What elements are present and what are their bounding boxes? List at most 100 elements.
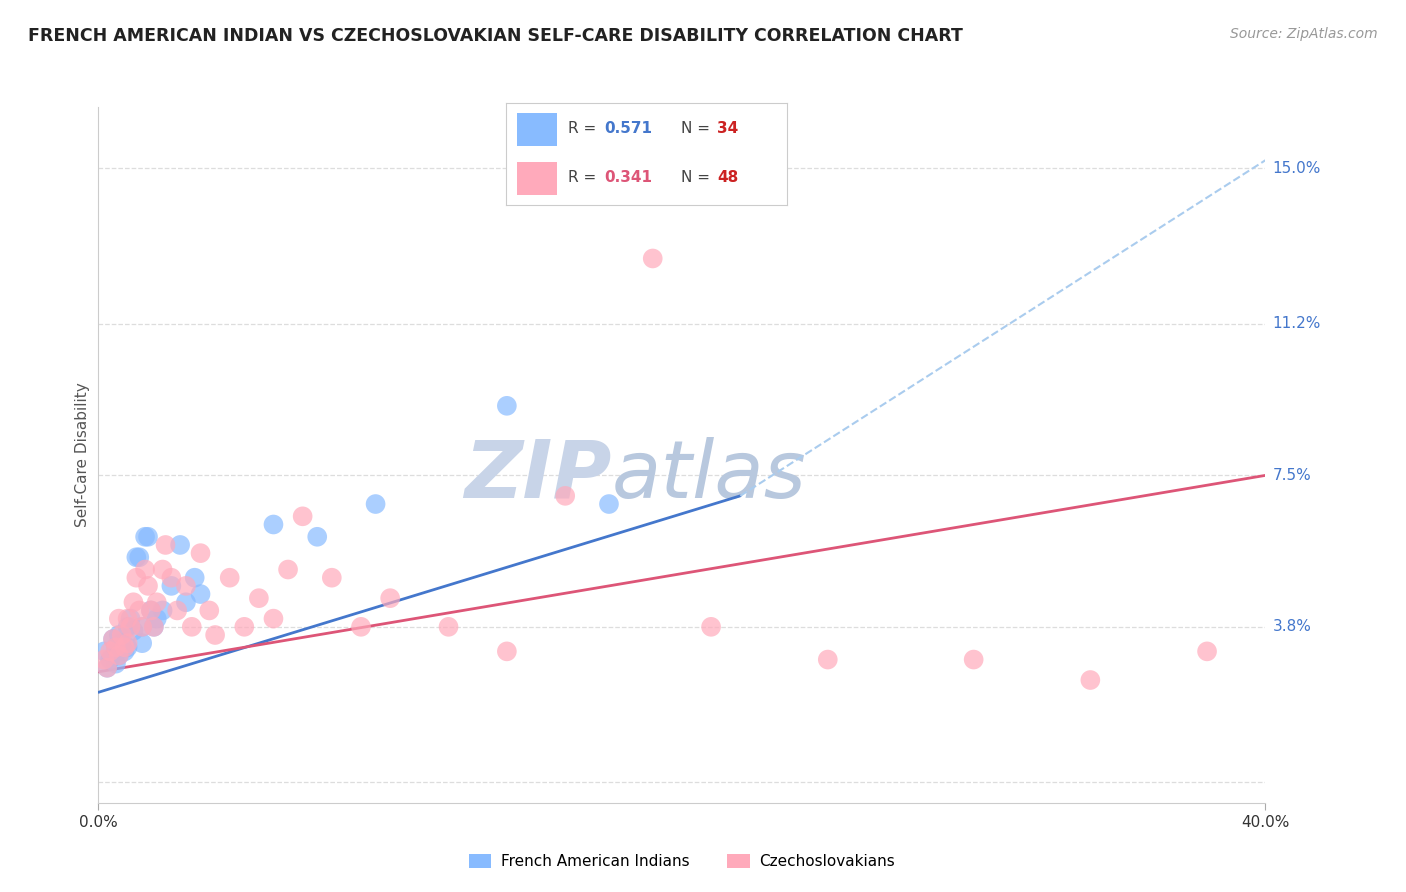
Point [142, 620, 165, 634]
Point [117, 640, 139, 655]
Point [378, 591, 402, 606]
Point [93, 644, 115, 658]
Text: 34: 34 [717, 121, 738, 136]
Point [350, 620, 373, 634]
Point [174, 579, 197, 593]
Point [190, 587, 212, 601]
Point [183, 571, 205, 585]
Point [962, 652, 984, 666]
Point [277, 562, 299, 576]
Point [134, 530, 156, 544]
Point [120, 620, 142, 634]
Text: R =: R = [568, 121, 602, 136]
Point [104, 640, 127, 655]
Point [101, 632, 124, 646]
Point [174, 595, 197, 609]
Point [139, 603, 162, 617]
Point [233, 620, 256, 634]
Point [104, 640, 127, 655]
Text: 15.0%: 15.0% [1272, 161, 1320, 176]
Point [160, 571, 183, 585]
Point [108, 648, 131, 663]
Point [131, 636, 153, 650]
Point [139, 603, 162, 617]
Point [93, 652, 115, 666]
Point [291, 509, 314, 524]
Point [120, 612, 142, 626]
Point [204, 628, 226, 642]
Point [101, 632, 124, 646]
Point [160, 579, 183, 593]
Point [136, 579, 159, 593]
Point [166, 603, 188, 617]
Point [96, 661, 118, 675]
Point [598, 497, 620, 511]
Point [117, 620, 139, 634]
Point [247, 591, 270, 606]
Text: N =: N = [681, 121, 714, 136]
Point [198, 603, 221, 617]
Text: Source: ZipAtlas.com: Source: ZipAtlas.com [1230, 27, 1378, 41]
Text: 3.8%: 3.8% [1272, 619, 1312, 634]
Point [262, 517, 284, 532]
Point [495, 644, 517, 658]
Point [131, 620, 153, 634]
Point [134, 562, 156, 576]
Bar [517, 112, 557, 145]
Text: R =: R = [568, 170, 602, 186]
Point [125, 550, 148, 565]
Point [128, 603, 150, 617]
Point [495, 399, 517, 413]
Text: 48: 48 [717, 170, 738, 186]
Point [180, 620, 202, 634]
Point [155, 538, 177, 552]
Text: FRENCH AMERICAN INDIAN VS CZECHOSLOVAKIAN SELF-CARE DISABILITY CORRELATION CHART: FRENCH AMERICAN INDIAN VS CZECHOSLOVAKIA… [28, 27, 963, 45]
Y-axis label: Self-Care Disability: Self-Care Disability [75, 383, 90, 527]
Point [364, 497, 387, 511]
Point [146, 612, 169, 626]
Point [152, 603, 174, 617]
Point [218, 571, 240, 585]
Point [641, 252, 664, 266]
Point [817, 652, 839, 666]
Bar [517, 162, 557, 194]
Point [114, 640, 136, 655]
Point [437, 620, 460, 634]
Point [117, 636, 139, 650]
Point [128, 550, 150, 565]
Point [98, 652, 121, 666]
Point [1195, 644, 1218, 658]
Text: ZIP: ZIP [464, 437, 612, 515]
Point [142, 620, 165, 634]
Point [307, 530, 329, 544]
Point [108, 628, 131, 642]
Point [114, 644, 136, 658]
Text: 0.571: 0.571 [605, 121, 652, 136]
Point [125, 571, 148, 585]
Point [117, 612, 139, 626]
Point [104, 657, 127, 671]
Point [111, 628, 134, 642]
Legend: French American Indians, Czechoslovakians: French American Indians, Czechoslovakian… [463, 848, 901, 875]
Point [169, 538, 191, 552]
Point [190, 546, 212, 560]
Point [1080, 673, 1102, 687]
Point [554, 489, 576, 503]
Point [262, 612, 284, 626]
Point [96, 661, 118, 675]
Point [98, 644, 121, 658]
Text: N =: N = [681, 170, 714, 186]
Point [111, 636, 134, 650]
Point [108, 648, 131, 663]
Text: atlas: atlas [612, 437, 807, 515]
Point [321, 571, 343, 585]
Point [136, 530, 159, 544]
Point [152, 562, 174, 576]
Point [131, 620, 153, 634]
Point [122, 595, 145, 609]
Text: 0.341: 0.341 [605, 170, 652, 186]
Point [700, 620, 723, 634]
Text: 7.5%: 7.5% [1272, 468, 1312, 483]
Point [108, 612, 131, 626]
Point [122, 624, 145, 638]
